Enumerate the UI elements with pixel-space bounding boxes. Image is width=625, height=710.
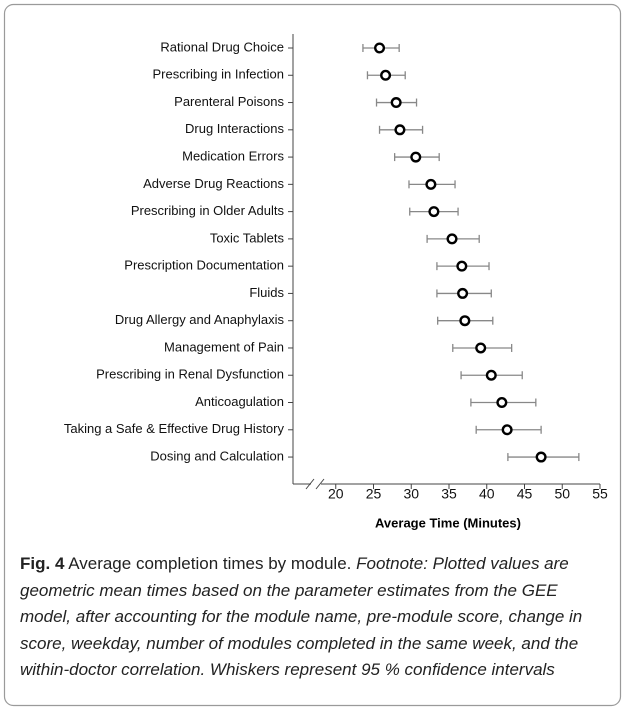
x-tick-label: 30 — [403, 486, 419, 502]
y-tick-label: Adverse Drug Reactions — [143, 176, 284, 191]
point — [485, 369, 497, 381]
axis-break — [315, 478, 325, 490]
point — [496, 397, 508, 409]
y-tick-label: Medication Errors — [182, 149, 284, 164]
figure-border — [3, 3, 622, 707]
y-tick-label: Dosing and Calculation — [150, 448, 284, 463]
axis-break — [305, 478, 315, 490]
caption-footnote: Footnote: Plotted values are geometric m… — [20, 554, 583, 679]
point — [501, 424, 513, 436]
y-tick-label: Parenteral Poisons — [174, 94, 284, 109]
point — [457, 287, 469, 299]
point — [535, 451, 547, 463]
point — [446, 233, 458, 245]
y-tick-label: Fluids — [249, 285, 284, 300]
point — [410, 151, 422, 163]
point — [428, 206, 440, 218]
point — [456, 260, 468, 272]
y-tick-label: Drug Interactions — [185, 121, 284, 136]
point — [380, 69, 392, 81]
point — [390, 97, 402, 109]
y-tick-label: Prescribing in Older Adults — [131, 203, 285, 218]
point — [374, 42, 386, 54]
point — [425, 178, 437, 190]
x-axis-label: Average Time (Minutes) — [375, 515, 521, 530]
point — [394, 124, 406, 136]
point — [459, 315, 471, 327]
axis-break-gap — [311, 482, 321, 486]
x-tick-label: 25 — [366, 486, 382, 502]
x-tick-label: 20 — [328, 486, 344, 502]
y-tick-label: Prescribing in Infection — [152, 67, 284, 82]
y-tick-label: Prescription Documentation — [124, 258, 284, 273]
caption-text: Average completion times by module. — [68, 554, 352, 573]
x-tick-label: 35 — [441, 486, 457, 502]
caption: Fig. 4 Average completion times by modul… — [20, 551, 612, 684]
y-tick-label: Toxic Tablets — [210, 230, 285, 245]
y-tick-label: Rational Drug Choice — [160, 39, 284, 54]
x-tick-label: 45 — [517, 486, 533, 502]
point — [475, 342, 487, 354]
y-tick-label: Prescribing in Renal Dysfunction — [96, 367, 284, 382]
y-tick-label: Taking a Safe & Effective Drug History — [64, 421, 285, 436]
y-tick-label: Drug Allergy and Anaphylaxis — [115, 312, 285, 327]
y-tick-label: Anticoagulation — [195, 394, 284, 409]
x-tick-label: 55 — [592, 486, 608, 502]
caption-label: Fig. 4 — [20, 554, 65, 573]
y-tick-label: Management of Pain — [164, 339, 284, 354]
x-tick-label: 50 — [554, 486, 570, 502]
x-tick-label: 40 — [479, 486, 495, 502]
